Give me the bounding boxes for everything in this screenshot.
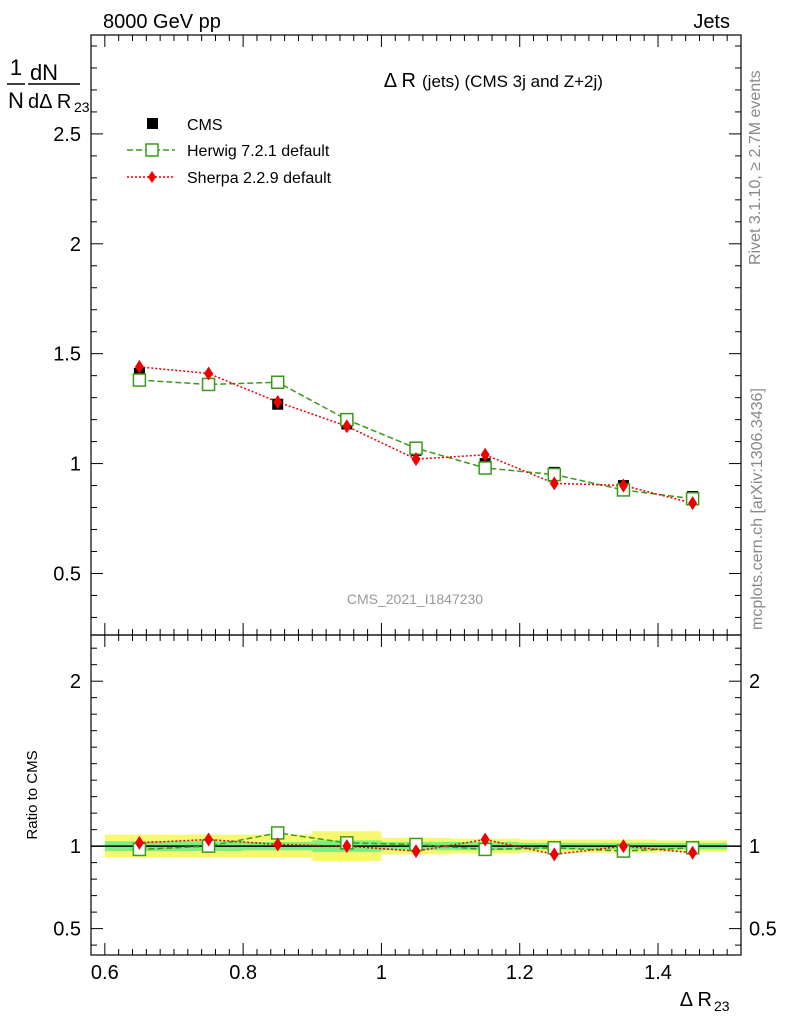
sherpa-point <box>411 452 421 467</box>
x-tick-label: 0.8 <box>229 962 257 984</box>
sherpa-point <box>549 476 559 491</box>
sherpa-point <box>480 447 490 462</box>
herwig-point <box>270 375 285 390</box>
plot-marks: 0.6 0.8 1 1.2 1.4 0.5 1 1.5 2 2.5 0.5 0.5 1 1 2 2 <box>53 34 777 984</box>
x-tick-label: 1.4 <box>644 962 672 984</box>
ratio-y-tick-label-right: 1 <box>749 836 760 858</box>
ylabel-sub: 23 <box>74 99 90 115</box>
mcplots-label: mcplots.cern.ch [arXiv:1306.3436] <box>749 388 766 630</box>
ylabel-d-num: dN <box>30 60 58 85</box>
x-tick-label: 1.2 <box>506 962 534 984</box>
ratio-y-tick-label-right: 2 <box>749 671 760 693</box>
ylabel-frac-num: 1 <box>10 55 22 80</box>
sherpa-ratio-point <box>480 832 490 847</box>
ratio-y-tick-label: 0.5 <box>53 919 81 941</box>
ylabel-d-den: dΔ R <box>28 91 71 113</box>
y-tick-label: 0.5 <box>53 563 81 585</box>
sherpa-ratio-point <box>618 839 628 854</box>
sherpa-ratio-point <box>134 835 144 850</box>
lower-frame <box>90 634 742 956</box>
y-tick-label: 1.5 <box>53 344 81 366</box>
header-right: Jets <box>693 11 730 33</box>
legend: CMS Herwig 7.2.1 default Sherpa 2.2.9 de… <box>127 117 332 187</box>
rivet-label: Rivet 3.1.10, ≥ 2.7M events <box>747 70 764 265</box>
herwig-point <box>478 461 492 475</box>
plot-title-sub: (jets) (CMS 3j and Z+2j) <box>422 72 603 91</box>
herwig-line <box>139 379 693 500</box>
sherpa-point <box>134 359 144 374</box>
analysis-watermark: CMS_2021_I1847230 <box>347 591 483 607</box>
sherpa-point <box>273 395 283 410</box>
legend-sherpa-label: Sherpa 2.2.9 default <box>187 170 332 187</box>
y-tick-label: 1 <box>70 454 81 476</box>
plot-title-main: Δ R <box>384 70 416 92</box>
x-tick-label: 1 <box>376 962 387 984</box>
ratio-ylabel: Ratio to CMS <box>24 750 41 839</box>
herwig-point <box>132 373 147 387</box>
sherpa-point <box>618 478 628 493</box>
upper-ylabel: 1 N dN dΔ R 23 <box>7 55 90 115</box>
sherpa-ratio-point <box>273 837 283 852</box>
xlabel-sub: 23 <box>714 998 730 1014</box>
sherpa-ratio-point <box>411 844 421 859</box>
sherpa-ratio-point <box>549 847 559 862</box>
legend-herwig-marker <box>145 143 159 157</box>
sherpa-point <box>688 496 698 511</box>
ratio-y-tick-label: 2 <box>70 671 81 693</box>
sherpa-ratio-point <box>342 839 352 854</box>
legend-cms-marker <box>147 118 158 129</box>
x-tick-label: 0.6 <box>91 962 119 984</box>
sherpa-point <box>204 366 214 381</box>
y-tick-label: 2 <box>70 234 81 256</box>
sherpa-ratio-point <box>688 845 698 860</box>
y-tick-label: 2.5 <box>53 124 81 146</box>
ratio-y-tick-label-right: 0.5 <box>749 919 777 941</box>
xlabel-main: Δ R <box>680 989 712 1011</box>
ratio-y-tick-label: 1 <box>70 836 81 858</box>
ylabel-frac-den: N <box>8 88 24 113</box>
legend-sherpa-marker <box>148 171 156 183</box>
sherpa-point <box>342 419 352 434</box>
header-left: 8000 GeV pp <box>103 11 221 33</box>
legend-cms-label: CMS <box>187 117 223 134</box>
legend-herwig-label: Herwig 7.2.1 default <box>187 143 330 160</box>
sherpa-ratio-point <box>204 832 214 847</box>
sherpa-line <box>139 366 693 504</box>
herwig-ratio-point <box>270 826 285 840</box>
